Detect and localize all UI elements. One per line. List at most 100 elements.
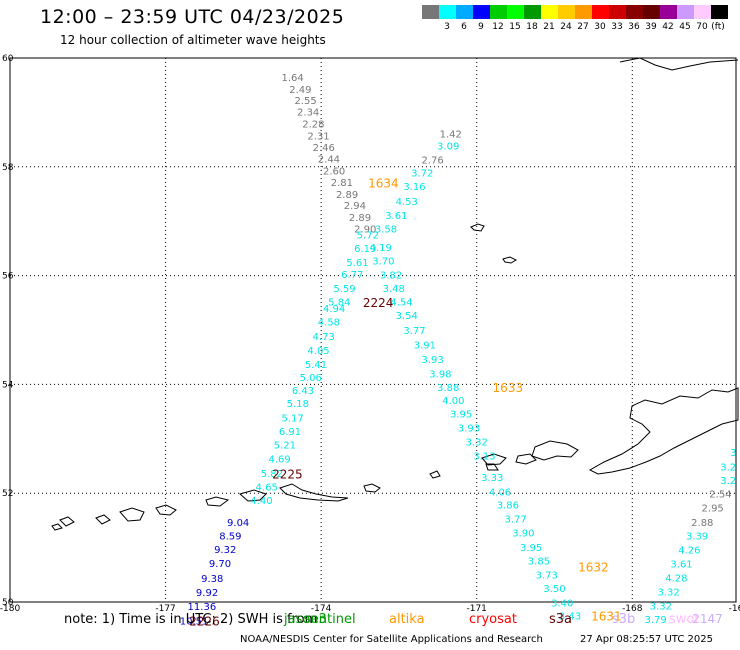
wave-height-label: 9.92 (196, 588, 218, 599)
satellite-jason3: jason3 (284, 612, 327, 627)
wave-height-label: 5.82 (261, 469, 283, 480)
legend-label: 21 (543, 22, 555, 32)
wave-height-label: 3.91 (414, 340, 436, 351)
wave-height-label: 3.73 (536, 571, 558, 582)
wave-height-label: 6.19 (354, 244, 376, 255)
legend-swatch (694, 5, 711, 19)
wave-height-label: 3.2 (720, 476, 736, 487)
wave-height-label: 8.59 (219, 531, 241, 542)
wave-height-label: 2.44 (318, 154, 340, 165)
wave-height-label: 3.61 (385, 211, 407, 222)
wave-height-label: 3.95 (450, 410, 472, 421)
wave-height-label: 3.48 (383, 284, 405, 295)
wave-height-label: 3.72 (411, 169, 433, 180)
pass-time-label: 2226 (189, 614, 220, 628)
wave-height-label: 3.77 (504, 515, 526, 526)
legend-label: 15 (509, 22, 521, 32)
wave-height-label: 3.2 (720, 462, 736, 473)
wave-height-label: 3.86 (497, 500, 519, 511)
lon-tick-label: -180 (0, 604, 20, 614)
wave-height-label: 2.89 (336, 190, 358, 201)
wave-height-label: 2.89 (349, 213, 371, 224)
wave-height-label: 4.28 (665, 573, 687, 584)
wave-height-label: 4.65 (256, 482, 278, 493)
wave-height-label: 9.04 (227, 518, 249, 529)
wave-height-label: 2.31 (307, 132, 329, 143)
legend-swatch (592, 5, 609, 19)
lon-tick-label: -16 (729, 604, 740, 614)
legend-swatch (711, 5, 728, 19)
legend-swatch (558, 5, 575, 19)
legend-swatch (507, 5, 524, 19)
wave-height-label: 4.53 (396, 197, 418, 208)
legend-swatch (677, 5, 694, 19)
wave-height-label: 3.13 (473, 451, 495, 462)
legend-label: 70 (696, 22, 708, 32)
wave-height-label: 3.98 (429, 369, 451, 380)
wave-height-label: 3.32 (466, 437, 488, 448)
wave-height-label: 2.55 (294, 96, 316, 107)
legend-label: 24 (560, 22, 572, 32)
wave-height-label: 6.77 (341, 270, 363, 281)
wave-height-label: 5.18 (287, 399, 309, 410)
lat-tick-label: 54 (2, 380, 14, 390)
wave-height-label: 3.77 (403, 326, 425, 337)
legend-label: 12 (492, 22, 504, 32)
lon-tick-label: -177 (155, 604, 175, 614)
wave-height-label: 2.76 (422, 156, 444, 167)
wave-height-label: 2.46 (313, 143, 335, 154)
legend-unit: (ft) (711, 22, 725, 32)
pass-time-label: 1633 (493, 381, 524, 395)
pass-time-label: 1634 (368, 176, 399, 190)
wave-height-label: 2.94 (344, 201, 366, 212)
wave-height-label: 4.94 (323, 304, 345, 315)
wave-height-label: 5.84 (328, 298, 350, 309)
legend-label: 27 (577, 22, 589, 32)
wave-height-label: 3.50 (543, 584, 565, 595)
wave-height-label: 3.54 (396, 311, 418, 322)
wave-height-label: 10.51 (180, 616, 209, 627)
pass-time-label: 2147 (692, 612, 723, 626)
satellite-altika: altika (389, 612, 425, 627)
legend-swatch (439, 5, 456, 19)
legend-label: 30 (594, 22, 606, 32)
legend-label: 3 (444, 22, 450, 32)
lon-tick-label: -174 (311, 604, 332, 614)
wave-height-label: 5.17 (281, 413, 303, 424)
wave-height-label: 4.73 (313, 332, 335, 343)
wave-height-label: 9.38 (201, 574, 223, 585)
lat-tick-label: 60 (2, 54, 14, 64)
wave-height-label: 2.60 (323, 166, 345, 177)
map-frame (9, 57, 737, 603)
legend-swatch (541, 5, 558, 19)
wave-height-label: 6.43 (292, 386, 314, 397)
wave-height-label: 3.90 (512, 529, 534, 540)
wave-height-label: 4.00 (442, 396, 464, 407)
wave-height-label: 5.59 (333, 284, 355, 295)
altimeter-tracks: 1.642.492.552.342.282.312.462.442.602.81… (180, 73, 737, 627)
legend-swatch (609, 5, 626, 19)
wave-height-label: 3.88 (437, 383, 459, 394)
satellite-s3a: s3a (549, 612, 573, 627)
legend-label: 42 (662, 22, 674, 32)
wave-height-label: 5.61 (346, 258, 368, 269)
legend-label: 33 (611, 22, 623, 32)
legend-label: 9 (478, 22, 484, 32)
wave-height-label: 5.06 (300, 373, 322, 384)
wave-height-label: 3.93 (458, 424, 480, 435)
legend-swatch (524, 5, 541, 19)
lon-tick-label: -168 (622, 604, 643, 614)
wave-height-label: 3.32 (650, 602, 672, 613)
wave-height-label: 3.39 (686, 531, 708, 542)
axis-tick-labels: -180 -177 -174 -171 -168 -16 60 58 56 54 52 50 (0, 54, 740, 614)
wave-height-label: 11.36 (188, 602, 217, 613)
wave-height-label: 5.21 (274, 441, 296, 452)
legend-label: 6 (461, 22, 467, 32)
pass-time-labels: 1634 2224 1633 2225 1632 1631 2226 2147 (189, 176, 723, 628)
wave-height-label: 3.40 (551, 598, 573, 609)
satellite-cryosat: cryosat (469, 612, 517, 627)
legend-label: 45 (679, 22, 691, 32)
wave-height-label: 3.16 (403, 182, 425, 193)
wave-height-label: 2.49 (289, 85, 311, 96)
